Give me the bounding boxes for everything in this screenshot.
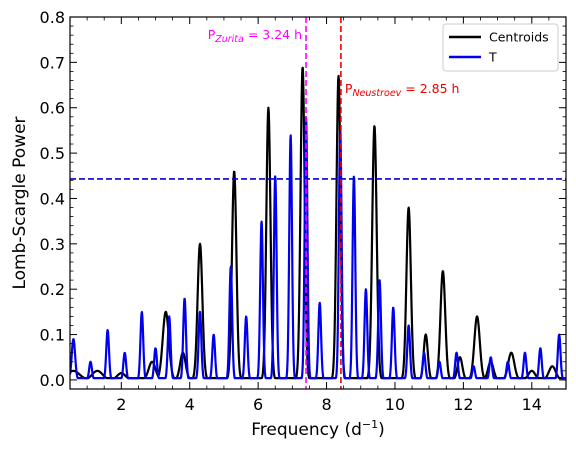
annotation-zurita-subscript: Zurita — [214, 34, 244, 45]
annotation-neustroev: PNeustroev = 2.85 h — [345, 81, 460, 99]
annotation-neustroev-subscript: Neustroev — [352, 88, 401, 99]
y-tick-label: 0.5 — [40, 144, 65, 163]
x-tick-label: 10 — [385, 395, 405, 414]
annotation-zurita-suffix: = 3.24 h — [244, 27, 302, 42]
x-tick-label: 6 — [253, 395, 263, 414]
y-tick-label: 0.4 — [40, 189, 65, 208]
annotation-neustroev-prefix: P — [345, 81, 353, 96]
y-tick-label: 0.0 — [40, 371, 65, 390]
y-tick-label: 0.6 — [40, 99, 65, 118]
axis-ticks: 2 4 6 8 10 12 14 0.0 0.1 0.2 0.3 0.4 0.5 0.6 0.7 0.8 — [40, 8, 567, 414]
x-tick-label: 12 — [453, 395, 473, 414]
plot-frame — [69, 16, 567, 390]
series-line-t — [70, 116, 566, 380]
legend-label-centroids: Centroids — [489, 30, 549, 45]
legend: Centroids T — [442, 23, 559, 72]
legend-box — [442, 23, 559, 72]
y-tick-label: 0.3 — [40, 235, 65, 254]
legend-label-t: T — [488, 50, 497, 65]
y-tick-label: 0.2 — [40, 280, 65, 299]
x-tick-label: 2 — [116, 395, 126, 414]
x-tick-label: 14 — [522, 395, 542, 414]
annotation-zurita: PZurita = 3.24 h — [208, 27, 302, 45]
x-tick-label: 8 — [321, 395, 331, 414]
annotation-zurita-prefix: P — [208, 27, 216, 42]
x-axis-label-main: Frequency (d — [251, 420, 362, 440]
series-line-centroids — [70, 66, 566, 380]
x-axis-label-superscript: −1 — [362, 418, 378, 431]
x-axis-label: Frequency (d−1) — [251, 418, 385, 440]
y-axis-label: Lomb-Scargle Power — [10, 116, 30, 289]
x-tick-label: 4 — [185, 395, 195, 414]
reference-lines — [70, 17, 566, 389]
y-tick-label: 0.7 — [40, 53, 65, 72]
annotation-neustroev-suffix: = 2.85 h — [401, 81, 459, 96]
y-tick-label: 0.1 — [40, 326, 65, 345]
y-tick-label: 0.8 — [40, 8, 65, 27]
series-layer — [70, 66, 566, 380]
x-axis-label-close: ) — [378, 420, 385, 440]
